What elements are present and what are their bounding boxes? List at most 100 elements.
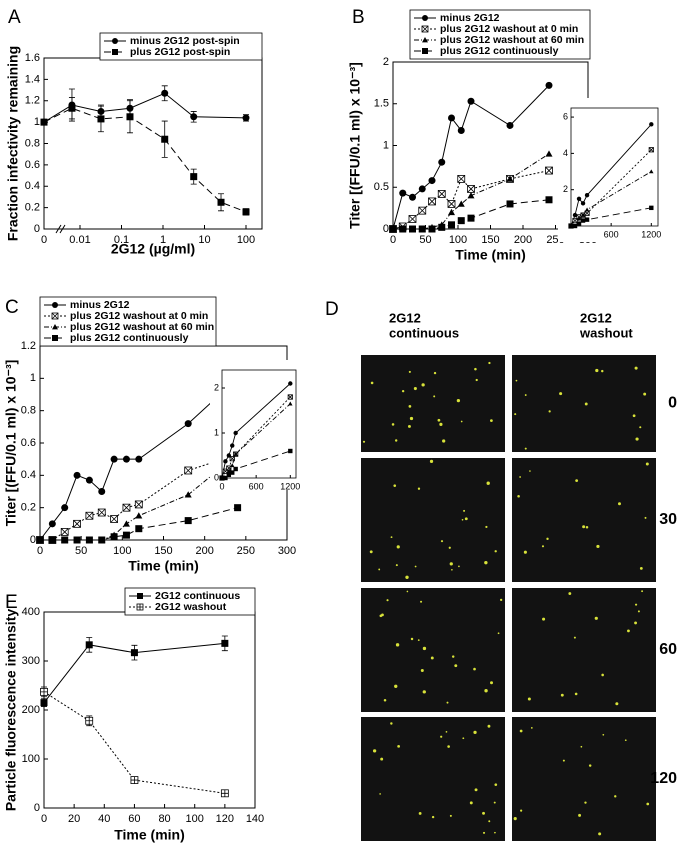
marker-shape	[135, 512, 143, 519]
marker-shape	[233, 466, 238, 472]
marker	[110, 515, 118, 523]
particle	[473, 667, 476, 671]
marker	[288, 381, 293, 386]
particle	[490, 681, 494, 685]
particle	[433, 371, 437, 375]
marker	[98, 536, 106, 544]
marker-shape	[36, 536, 44, 544]
marker-shape	[576, 196, 582, 201]
marker	[137, 593, 143, 599]
marker	[85, 716, 94, 725]
marker	[85, 511, 94, 520]
row-label: 30	[659, 511, 677, 528]
particle	[462, 737, 465, 740]
marker	[287, 394, 293, 400]
marker	[467, 185, 475, 193]
marker-shape	[130, 649, 138, 657]
marker-shape	[288, 381, 293, 386]
marker	[135, 525, 143, 533]
series-line	[393, 199, 550, 230]
marker-shape	[230, 443, 235, 448]
particle	[634, 366, 638, 370]
x-tick-label: 100	[186, 813, 204, 825]
marker-shape	[85, 511, 94, 520]
marker-shape	[580, 212, 586, 217]
marker-shape	[52, 324, 58, 330]
inset-y-tick-label: 4	[563, 148, 568, 158]
particle	[482, 831, 486, 834]
marker-shape	[221, 639, 229, 647]
marker	[584, 207, 590, 212]
x-tick-label: 20	[68, 813, 80, 825]
particle	[447, 745, 450, 748]
marker	[135, 512, 143, 519]
marker-shape	[233, 430, 238, 436]
particle	[527, 697, 531, 701]
marker-shape	[448, 208, 455, 216]
x-tick-label: 200	[195, 545, 213, 557]
marker	[52, 302, 58, 308]
x-tick-label: 200	[514, 234, 532, 246]
marker	[649, 169, 654, 174]
marker	[649, 122, 654, 127]
series-line	[392, 85, 550, 230]
particle	[362, 440, 366, 443]
particle	[615, 702, 619, 706]
marker-shape	[568, 223, 574, 229]
particle	[370, 381, 374, 385]
series-line	[393, 153, 550, 230]
y-tick-label: 1	[383, 139, 389, 151]
marker-shape	[421, 25, 429, 33]
marker	[184, 517, 192, 525]
marker	[73, 536, 81, 544]
marker	[457, 217, 465, 225]
particle	[469, 801, 473, 805]
particle	[618, 502, 621, 506]
marker-shape	[122, 455, 130, 463]
marker-shape	[112, 49, 118, 55]
marker-shape	[52, 335, 58, 341]
x-tick-label: 0.1	[114, 234, 129, 246]
micrograph	[361, 588, 505, 712]
marker-shape	[122, 503, 131, 512]
marker-shape	[287, 394, 293, 400]
marker-shape	[112, 38, 118, 44]
particle	[372, 749, 377, 753]
marker	[223, 459, 228, 464]
particle	[422, 690, 426, 694]
marker-shape	[409, 193, 416, 201]
particle	[458, 565, 460, 568]
marker-shape	[190, 113, 198, 121]
marker-shape	[580, 201, 586, 206]
particle	[637, 610, 640, 613]
inset-x-tick-label: 600	[249, 481, 264, 491]
y-tick-label: 1.2	[25, 95, 40, 107]
particle	[461, 518, 464, 521]
row-label: 120	[650, 770, 677, 787]
marker	[418, 185, 426, 193]
marker-shape	[428, 225, 436, 233]
marker	[230, 470, 235, 475]
marker	[545, 81, 553, 89]
legend-box	[39, 296, 217, 347]
marker-shape	[85, 641, 93, 649]
particle	[451, 655, 455, 658]
marker-shape	[130, 776, 138, 784]
particle	[418, 812, 422, 815]
particle	[475, 378, 478, 382]
marker-shape	[98, 536, 106, 544]
row-label: 0	[668, 395, 677, 412]
y-tick-label: 1.5	[374, 98, 389, 110]
marker-shape	[135, 525, 143, 533]
marker	[184, 466, 193, 475]
marker-shape	[418, 206, 427, 215]
inset-y-tick-label: 2	[214, 382, 219, 392]
particle	[393, 484, 397, 487]
particle	[594, 616, 598, 620]
marker	[51, 312, 59, 320]
micrograph	[512, 717, 656, 841]
particle	[519, 476, 521, 478]
x-tick-label: 10	[198, 234, 210, 246]
marker-shape	[428, 177, 436, 185]
marker	[576, 221, 582, 226]
